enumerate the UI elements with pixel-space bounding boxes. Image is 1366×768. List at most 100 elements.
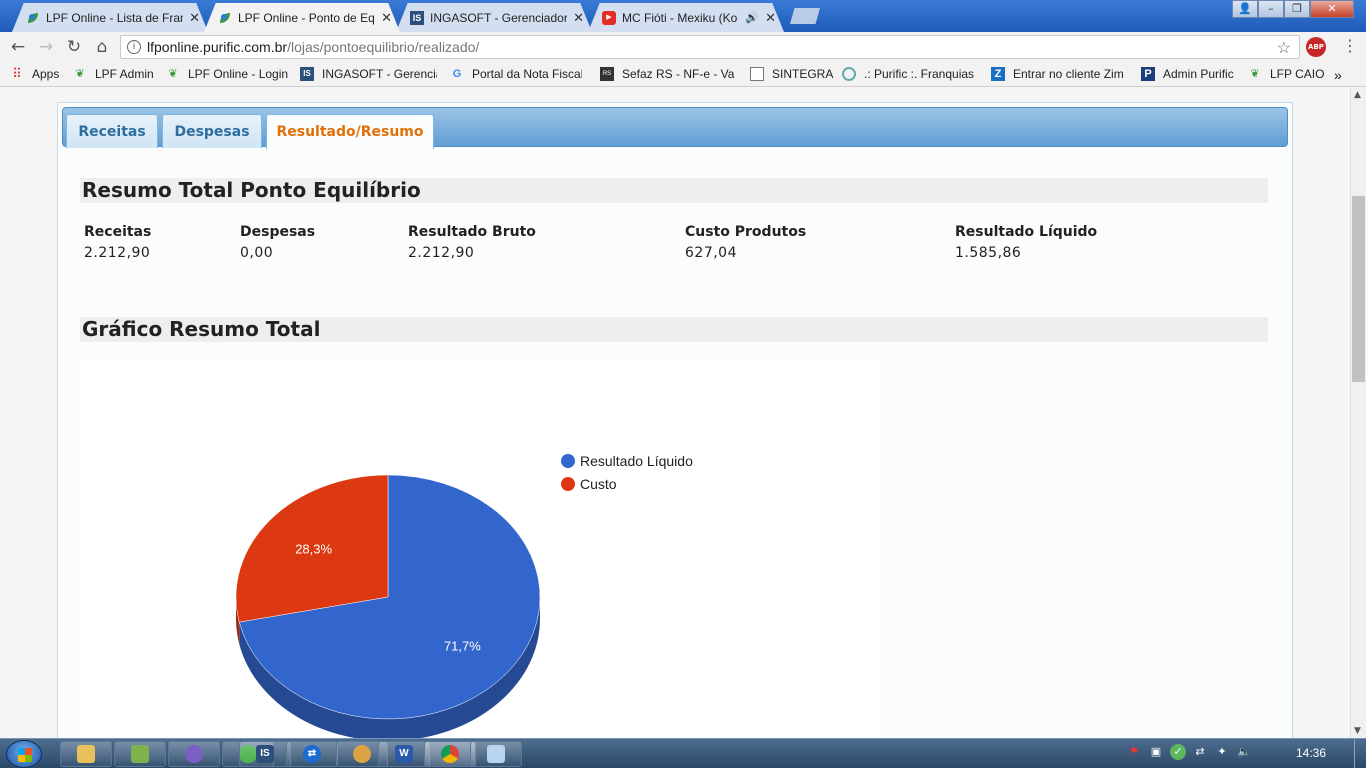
browser-tab-ingasoft[interactable]: IS INGASOFT - Gerenciador ✕ — [396, 3, 592, 32]
scroll-down-arrow-icon[interactable]: ▼ — [1354, 726, 1361, 736]
pie-slice-1[interactable] — [235, 474, 389, 623]
pie-slice-label-0: 71,7% — [444, 638, 481, 653]
taskbar-app-circle[interactable] — [168, 741, 220, 767]
teamviewer-tray-icon[interactable]: ⇄ — [1195, 745, 1205, 758]
action-center-flag-icon[interactable]: ⚑ — [1129, 745, 1139, 758]
taskbar-ingasoft[interactable]: IS — [239, 741, 291, 767]
start-button[interactable] — [6, 740, 42, 768]
lpf-leaf-icon — [28, 12, 38, 23]
address-bar[interactable]: i lfponline.purific.com.br /lojas/pontoe… — [120, 35, 1300, 59]
browser-tab-ponto-equilibrio[interactable]: LPF Online - Ponto de Eq ✕ — [204, 3, 400, 32]
tray-app-icon[interactable]: ✦ — [1217, 745, 1227, 758]
pie-slice-side-0 — [239, 597, 540, 738]
lpf-leaf-icon — [220, 12, 230, 23]
stat-label: Receitas — [84, 224, 152, 240]
bookmark-admin-purific[interactable]: P Admin Purific — [1141, 67, 1234, 81]
legend-marker-1 — [561, 477, 575, 491]
scrollbar-thumb[interactable] — [1352, 196, 1365, 382]
browser-tab-youtube[interactable]: ▶ MC Fióti - Mexiku (Ko 🔊 ✕ — [588, 3, 784, 32]
stat-label: Resultado Bruto — [408, 224, 536, 240]
taskbar-chrome[interactable] — [424, 741, 476, 767]
taskbar-explorer[interactable] — [60, 741, 112, 767]
taskbar-teamviewer[interactable]: ⇄ — [286, 741, 338, 767]
restore-button[interactable]: ❐ — [1284, 0, 1310, 18]
close-tab-icon[interactable]: ✕ — [381, 9, 392, 25]
minimize-button[interactable]: – — [1258, 0, 1284, 18]
back-arrow-icon[interactable]: ← — [10, 37, 26, 57]
system-tray: ⚑ ▣ ✓ ⇄ ✦ 🔈 — [1126, 744, 1252, 760]
stat-value: 2.212,90 — [84, 245, 151, 261]
bookmark-label: LPF Online - Login — [188, 67, 289, 81]
youtube-icon: ▶ — [602, 10, 616, 25]
app-circle-icon — [185, 745, 203, 763]
legend-label-1[interactable]: Custo — [580, 476, 617, 492]
paint-palette-icon — [353, 745, 371, 763]
pie-chart-container: 71,7% 28,3% Resultado Líquido Custo — [80, 359, 880, 738]
bookmark-apps[interactable]: ⠿ Apps — [10, 67, 60, 82]
home-icon[interactable]: ⌂ — [96, 37, 108, 57]
browser-tab-lista-franquias[interactable]: LPF Online - Lista de Fran ✕ — [12, 3, 208, 32]
window-controls: 👤 – ❐ ✕ — [1232, 0, 1354, 18]
close-tab-icon[interactable]: ✕ — [189, 9, 200, 25]
vertical-scrollbar[interactable]: ▲ ▼ — [1350, 88, 1366, 738]
taskbar-word[interactable]: W — [378, 741, 430, 767]
taskbar-windows-explorer[interactable] — [114, 741, 166, 767]
tab-despesas[interactable]: Despesas — [162, 114, 262, 148]
scroll-up-arrow-icon[interactable]: ▲ — [1354, 90, 1361, 100]
summary-title: Resumo Total Ponto Equilíbrio — [80, 178, 1268, 203]
stat-receitas: Receitas 2.212,90 — [84, 224, 151, 261]
close-tab-icon[interactable]: ✕ — [765, 9, 776, 25]
ingasoft-icon: IS — [300, 67, 314, 81]
volume-icon[interactable]: 🔈 — [1237, 745, 1251, 758]
bookmark-sefaz[interactable]: RS Sefaz RS - NF-e - Vali — [600, 67, 734, 81]
tab-resultado-resumo[interactable]: Resultado/Resumo — [266, 114, 434, 149]
bookmark-sintegra[interactable]: SINTEGRA — [750, 67, 833, 81]
bookmark-zimbra[interactable]: Z Entrar no cliente Zim — [991, 67, 1125, 81]
taskbar-notepad[interactable] — [470, 741, 522, 767]
tab-receitas[interactable]: Receitas — [66, 114, 158, 148]
word-icon: W — [395, 745, 413, 763]
section-tab-bar: Receitas Despesas Resultado/Resumo — [62, 107, 1288, 149]
bookmark-purific-franquias[interactable]: .: Purific :. Franquias d — [842, 67, 974, 81]
browser-tab-strip: LPF Online - Lista de Fran ✕ LPF Online … — [0, 0, 1366, 32]
lpf-leaf-icon: ❦ — [168, 68, 178, 80]
stat-resultado-bruto: Resultado Bruto 2.212,90 — [408, 224, 536, 261]
bookmarks-bar: ⠿ Apps ❦ LPF Admin ❦ LPF Online - Login … — [0, 62, 1366, 87]
stat-value: 2.212,90 — [408, 245, 475, 261]
pie-slice-0[interactable] — [238, 474, 541, 720]
bookmark-lpf-login[interactable]: ❦ LPF Online - Login — [166, 67, 288, 81]
taskbar-paint[interactable] — [336, 741, 388, 767]
url-host: lfponline.purific.com.br — [147, 39, 288, 55]
bookmark-star-icon[interactable]: ☆ — [1276, 40, 1291, 57]
show-desktop-button[interactable] — [1354, 739, 1366, 768]
site-info-icon[interactable]: i — [127, 40, 141, 54]
profile-icon[interactable]: 👤 — [1232, 0, 1258, 18]
pie-chart: 71,7% 28,3% Resultado Líquido Custo — [235, 453, 693, 738]
bookmark-portal-nota-fiscal[interactable]: G Portal da Nota Fiscal — [450, 67, 582, 81]
windows-logo-icon — [18, 748, 32, 762]
zimbra-icon: Z — [991, 67, 1005, 81]
stat-label: Custo Produtos — [685, 224, 807, 240]
libraries-icon — [131, 745, 149, 763]
bookmark-lpf-admin[interactable]: ❦ LPF Admin — [73, 67, 153, 81]
sync-check-icon[interactable]: ✓ — [1170, 744, 1186, 760]
network-icon[interactable]: ▣ — [1150, 745, 1162, 758]
stat-custo-produtos: Custo Produtos 627,04 — [685, 224, 806, 261]
legend-label-0[interactable]: Resultado Líquido — [580, 453, 693, 469]
taskbar-clock[interactable]: 14:36 — [1296, 746, 1327, 760]
chrome-menu-icon[interactable]: ⋮ — [1342, 36, 1358, 55]
browser-tab-title: INGASOFT - Gerenciador — [430, 10, 568, 25]
bookmark-lfp-caio[interactable]: ❦ LFP CAIO — [1248, 67, 1324, 81]
bookmark-ingasoft[interactable]: IS INGASOFT - Gerencia — [300, 67, 437, 81]
stat-label: Resultado Líquido — [955, 224, 1098, 240]
close-window-button[interactable]: ✕ — [1310, 0, 1354, 18]
bookmark-label: Apps — [32, 67, 60, 81]
adblock-plus-icon[interactable]: ABP — [1306, 37, 1326, 57]
more-bookmarks-chevron-icon[interactable]: » — [1334, 67, 1342, 83]
forward-arrow-icon[interactable]: → — [38, 37, 54, 57]
close-tab-icon[interactable]: ✕ — [573, 9, 584, 25]
reload-icon[interactable]: ↻ — [66, 37, 82, 57]
new-tab-button[interactable] — [790, 8, 820, 24]
bookmark-label: INGASOFT - Gerencia — [322, 67, 437, 81]
chart-title: Gráfico Resumo Total — [80, 317, 1268, 342]
